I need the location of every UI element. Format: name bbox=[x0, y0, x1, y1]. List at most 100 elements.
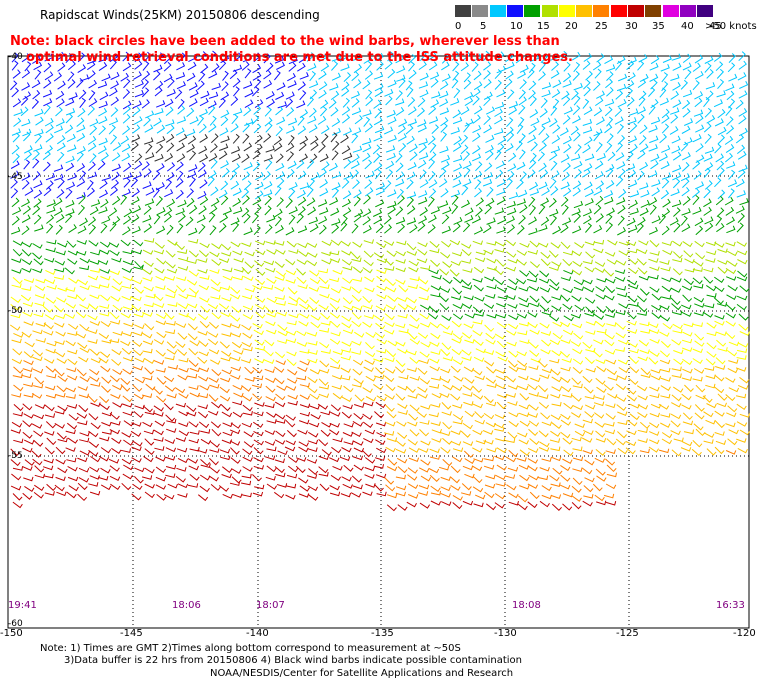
wind-barb bbox=[299, 349, 310, 354]
wind-barb bbox=[57, 80, 66, 90]
wind-barb bbox=[251, 383, 263, 389]
wind-barb bbox=[306, 52, 315, 62]
wind-barb bbox=[417, 222, 426, 232]
wind-barb bbox=[251, 114, 260, 125]
wind-barb bbox=[33, 414, 45, 420]
wind-barb bbox=[639, 349, 650, 354]
wind-barb bbox=[485, 401, 497, 407]
wind-barb bbox=[186, 303, 198, 309]
wind-barb bbox=[100, 467, 111, 474]
wind-barb bbox=[299, 382, 310, 388]
wind-barb bbox=[692, 358, 703, 364]
wind-barb bbox=[430, 485, 441, 493]
wind-barb bbox=[141, 99, 150, 109]
wind-barb bbox=[112, 331, 123, 336]
wind-barb bbox=[253, 457, 264, 463]
wind-barb bbox=[242, 133, 250, 144]
wind-barb bbox=[121, 284, 132, 289]
wind-barb bbox=[33, 439, 44, 447]
wind-barb bbox=[672, 82, 681, 91]
wind-barb bbox=[440, 122, 448, 133]
wind-barb bbox=[23, 360, 34, 366]
wind-barb bbox=[285, 419, 296, 428]
wind-barb bbox=[79, 437, 90, 443]
wind-barb bbox=[472, 95, 480, 106]
wind-barb bbox=[529, 329, 540, 335]
wind-barb bbox=[44, 117, 54, 127]
wind-barb bbox=[274, 241, 285, 246]
wind-barb bbox=[65, 162, 75, 172]
wind-barb bbox=[594, 160, 604, 170]
wind-barb bbox=[76, 77, 84, 88]
wind-barb bbox=[98, 107, 108, 117]
wind-barb bbox=[738, 90, 748, 99]
wind-barb bbox=[540, 331, 552, 336]
wind-barb bbox=[22, 205, 32, 215]
wind-barb bbox=[24, 341, 35, 348]
wind-barb bbox=[387, 340, 398, 347]
wind-barb bbox=[396, 74, 406, 82]
wind-barb bbox=[141, 161, 150, 171]
wind-barb bbox=[562, 96, 571, 107]
wind-barb bbox=[265, 159, 273, 170]
wind-barb bbox=[387, 200, 397, 209]
wind-barb bbox=[681, 311, 692, 317]
wind-barb bbox=[372, 144, 381, 155]
wind-barb bbox=[288, 56, 298, 65]
wind-barb bbox=[10, 188, 19, 199]
wind-barb bbox=[419, 207, 429, 217]
wind-barb bbox=[541, 187, 550, 196]
wind-barb bbox=[493, 423, 505, 429]
wind-barb bbox=[397, 410, 408, 415]
wind-barb bbox=[582, 118, 593, 126]
wind-barb bbox=[275, 419, 286, 424]
wind-barb bbox=[405, 80, 413, 91]
wind-barb bbox=[483, 50, 490, 62]
wind-barb bbox=[573, 82, 583, 91]
wind-barb bbox=[342, 207, 352, 217]
wind-barb bbox=[427, 135, 436, 146]
wind-barb bbox=[274, 70, 281, 81]
wind-barb bbox=[505, 143, 514, 152]
wind-barb bbox=[10, 313, 21, 319]
lon-label-125: -125 bbox=[616, 628, 639, 639]
wind-barb bbox=[738, 108, 748, 117]
wind-barb bbox=[142, 268, 153, 275]
wind-barb bbox=[606, 368, 618, 376]
wind-barb bbox=[439, 200, 449, 208]
wind-barb bbox=[595, 449, 606, 456]
wind-barb bbox=[177, 266, 189, 271]
wind-barb bbox=[471, 153, 482, 162]
wind-barb bbox=[627, 56, 637, 65]
wind-barb bbox=[90, 402, 101, 407]
wind-barb bbox=[67, 349, 78, 355]
wind-barb bbox=[716, 402, 727, 408]
wind-barb bbox=[178, 357, 189, 363]
wind-barb bbox=[573, 95, 581, 106]
lat-label-55: -55 bbox=[8, 451, 23, 461]
wind-barb bbox=[350, 90, 360, 99]
wind-barb bbox=[615, 322, 626, 330]
wind-barb bbox=[286, 378, 298, 384]
wind-barb bbox=[570, 341, 582, 347]
wind-barb bbox=[560, 276, 572, 282]
wind-barb bbox=[464, 118, 474, 127]
wind-barb bbox=[197, 393, 209, 399]
wind-barb bbox=[596, 475, 607, 482]
wind-barb bbox=[54, 484, 65, 492]
wind-barb bbox=[519, 302, 530, 308]
wind-barb bbox=[385, 304, 396, 310]
wind-barb bbox=[374, 169, 382, 180]
wind-barb bbox=[648, 170, 658, 178]
wind-barb bbox=[714, 241, 725, 248]
wind-barb bbox=[154, 420, 166, 427]
wind-barb bbox=[57, 405, 68, 412]
wind-barb bbox=[98, 455, 110, 462]
wind-barb bbox=[649, 251, 660, 256]
wind-barb bbox=[705, 82, 716, 90]
wind-barb bbox=[188, 98, 198, 107]
wind-barb bbox=[353, 378, 364, 385]
wind-barb bbox=[254, 484, 265, 490]
wind-barb bbox=[538, 125, 546, 136]
wind-barb bbox=[584, 136, 593, 146]
